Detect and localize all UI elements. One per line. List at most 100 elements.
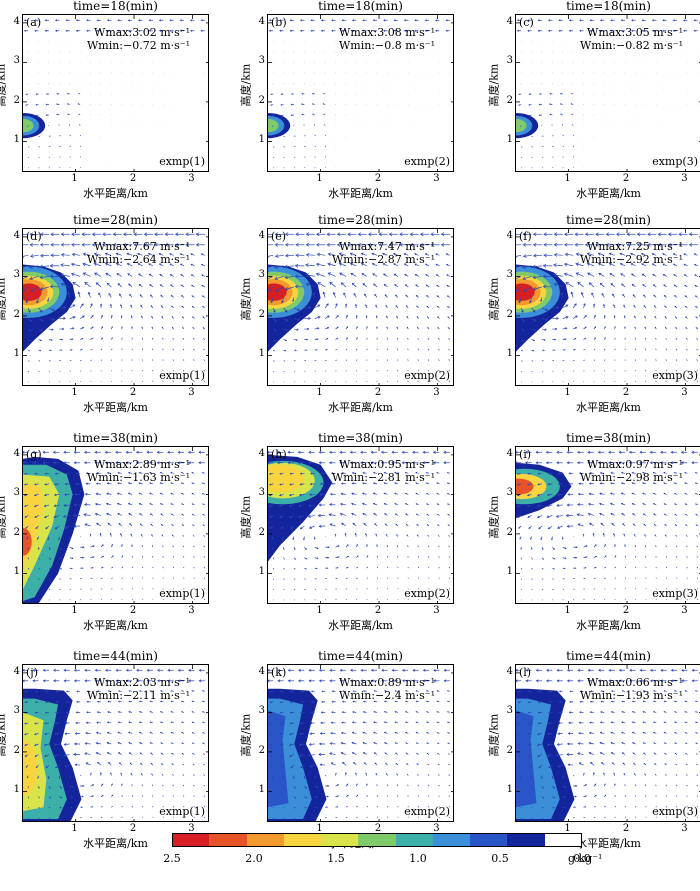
wind-vector <box>541 588 544 591</box>
wind-vector-head <box>535 668 539 672</box>
wind-vector-head <box>82 272 87 276</box>
wind-vector <box>182 545 185 548</box>
wind-vector-head <box>77 103 80 105</box>
wind-vector-head <box>274 339 277 342</box>
wind-vector <box>48 567 51 570</box>
wind-vector <box>547 504 553 507</box>
wind-vector <box>64 743 70 745</box>
wind-vector <box>203 337 206 340</box>
wind-vector <box>516 265 522 268</box>
wind-vector-head <box>631 29 634 32</box>
wind-vector-head <box>533 329 536 332</box>
wind-vector-head <box>318 742 322 746</box>
wind-vector-head <box>169 19 172 22</box>
experiment-label: exmp(1) <box>159 587 205 600</box>
wind-vector <box>587 272 595 277</box>
wind-vector-head <box>415 711 418 713</box>
wind-vector <box>531 567 533 570</box>
wind-vector-head <box>274 265 278 269</box>
wind-vector-head <box>401 450 405 454</box>
wind-vector-head <box>305 568 307 570</box>
wind-vector-head <box>604 326 606 328</box>
panel-label: (b) <box>271 16 287 29</box>
wind-vector-head <box>111 326 113 328</box>
wind-vector <box>417 545 419 548</box>
wind-vector <box>272 589 275 591</box>
wind-vector-head <box>60 282 65 287</box>
wind-vector-head <box>128 742 131 744</box>
wind-vector-head <box>34 754 37 757</box>
wind-vector <box>541 318 548 321</box>
wind-vector <box>313 292 316 298</box>
wind-vector <box>345 370 347 372</box>
wind-vector-head <box>570 103 573 105</box>
wind-vector-head <box>158 253 161 256</box>
wind-vector-head <box>43 743 47 747</box>
wind-vector-head <box>622 293 625 296</box>
wind-vector-head <box>170 690 173 692</box>
wind-vector-head <box>63 679 67 683</box>
wind-vector <box>427 545 430 548</box>
wind-vector-head <box>64 493 67 497</box>
wind-vector <box>299 733 305 735</box>
wind-vector-head <box>525 461 528 465</box>
wind-vector-head <box>587 450 591 454</box>
wind-vector-head <box>517 754 520 757</box>
wind-vector-head <box>532 287 537 291</box>
wind-vector-head <box>53 668 56 672</box>
wind-vector-head <box>94 461 98 465</box>
wind-vector-head <box>190 263 193 266</box>
wind-vector-head <box>307 327 310 331</box>
wind-vector-head <box>373 283 376 286</box>
wind-vector-head <box>565 316 569 319</box>
wind-vector-head <box>388 242 393 247</box>
wind-vector <box>531 307 536 313</box>
wind-vector-head <box>613 304 615 307</box>
wind-vector <box>572 315 578 319</box>
wind-vector-head <box>84 523 88 527</box>
wind-vector-head <box>102 566 104 569</box>
experiment-label: exmp(3) <box>652 155 698 168</box>
wind-vector <box>330 742 336 745</box>
wind-vector-head <box>518 526 521 529</box>
wind-vector-head <box>673 274 676 277</box>
wind-vector <box>53 515 60 518</box>
wind-vector-head <box>60 242 65 247</box>
wind-vector-head <box>117 711 120 713</box>
wind-vector-head <box>522 339 525 342</box>
wind-vector-head <box>76 690 79 693</box>
wind-vector-head <box>546 493 550 497</box>
wind-vector-head <box>383 492 386 495</box>
wind-vector <box>108 293 112 298</box>
wind-vector <box>106 513 112 516</box>
wind-vector <box>350 253 357 256</box>
hydrometeor-contour <box>516 112 539 139</box>
wind-vector <box>696 359 699 361</box>
wind-vector-head <box>180 492 183 495</box>
wind-vector-head <box>84 742 88 745</box>
wind-vector <box>172 795 174 797</box>
wind-vector-head <box>335 303 338 306</box>
wind-vector-head <box>624 544 626 546</box>
wind-vector-head <box>288 743 292 747</box>
wind-vector-head <box>385 533 388 536</box>
x-tick-label: 3 <box>188 823 195 834</box>
wind-vector-head <box>535 450 539 454</box>
wind-vector <box>407 380 409 382</box>
wind-vector-head <box>279 483 282 486</box>
wind-vector-head <box>107 690 110 693</box>
wind-vector-head <box>360 450 364 454</box>
wind-vector-head <box>425 471 428 474</box>
wind-vector <box>128 283 133 288</box>
wind-vector-head <box>654 326 657 329</box>
wind-vector <box>44 494 50 496</box>
wind-vector <box>448 577 451 579</box>
wind-vector <box>562 134 564 137</box>
wind-vector-head <box>156 450 160 454</box>
wind-vector-head <box>44 29 47 32</box>
wind-vector-head <box>654 534 656 536</box>
wind-vector-head <box>172 326 174 329</box>
wmax-annotation: Wmax:3.02 m·s⁻¹ <box>94 26 190 39</box>
wind-vector <box>272 307 276 313</box>
wind-vector-head <box>191 732 194 734</box>
